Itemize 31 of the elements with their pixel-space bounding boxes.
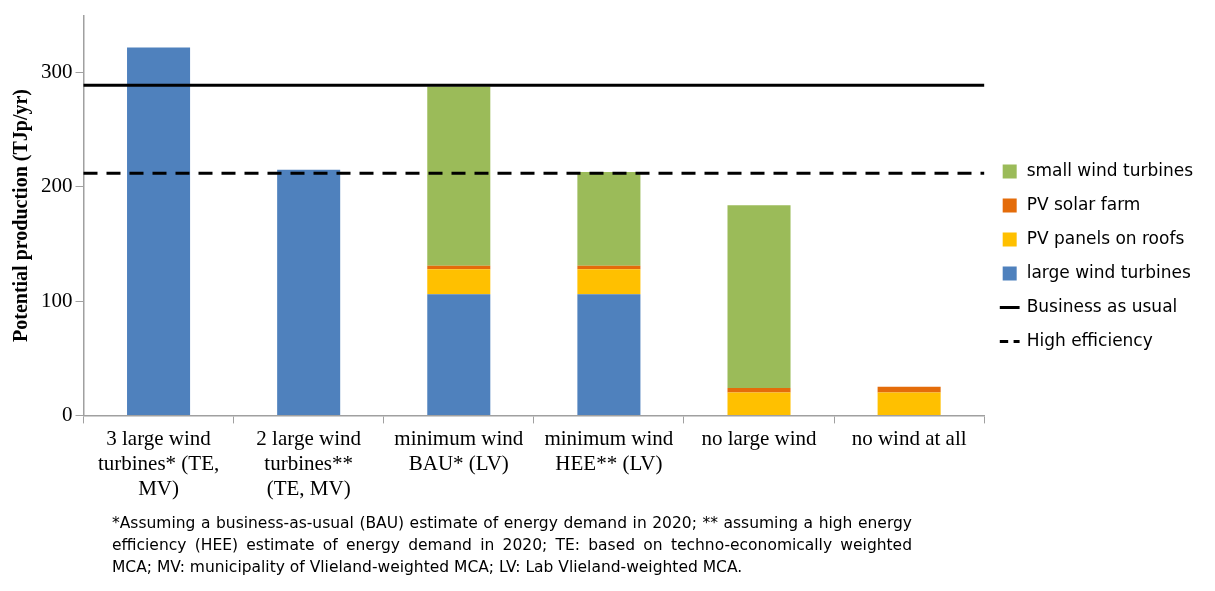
x-tick-label: minimum wind BAU* (LV) [394,425,524,475]
y-tick-label: 200 [41,173,73,198]
legend-label: Business as usual [1026,295,1178,316]
legend-label: small wind turbines [1026,159,1194,180]
x-tick-label: no large wind [701,425,818,450]
bar [127,47,191,415]
bar [427,294,491,415]
bar [877,386,941,393]
bar [727,392,791,415]
y-tick-label: 100 [41,287,73,312]
legend-label: High efficiency [1026,329,1153,350]
legend-label: PV panels on roofs [1026,227,1185,248]
x-tick-label: 2 large wind turbines** (TE, MV) [256,425,362,500]
x-tick-label: no wind at all [851,425,967,450]
x-tick-label: minimum wind HEE** (LV) [544,425,674,475]
bar [427,86,491,266]
x-tick-label: 3 large wind turbines* (TE, MV) [97,425,220,500]
bar [727,387,791,393]
bar [577,172,641,266]
legend-label: PV solar farm [1026,193,1141,214]
bar [277,169,341,415]
y-axis-title: Potential production (TJp/yr) [9,89,33,342]
y-tick-label: 300 [41,59,73,84]
y-tick-label: 0 [62,401,73,426]
bar [727,205,791,388]
bar [427,269,491,295]
bar [877,392,941,415]
bar [577,269,641,295]
text: *Assuming a business-as-usual (BAU) estimate of energy demand in 2020; ** assuming a high energy efficiency (HEE) estimate of energy demand in 2020; TE: based on techno-economically weighted MCA; MV: municipality of Vlieland-weighted MCA; LV: Lab Vlieland-weighted MCA. [112,513,912,578]
bar [577,294,641,415]
legend-label: large wind turbines [1026,261,1191,282]
